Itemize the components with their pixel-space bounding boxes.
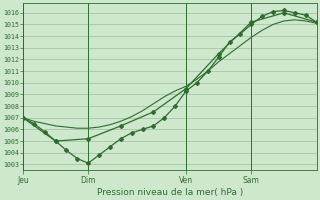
X-axis label: Pression niveau de la mer( hPa ): Pression niveau de la mer( hPa ): [97, 188, 243, 197]
